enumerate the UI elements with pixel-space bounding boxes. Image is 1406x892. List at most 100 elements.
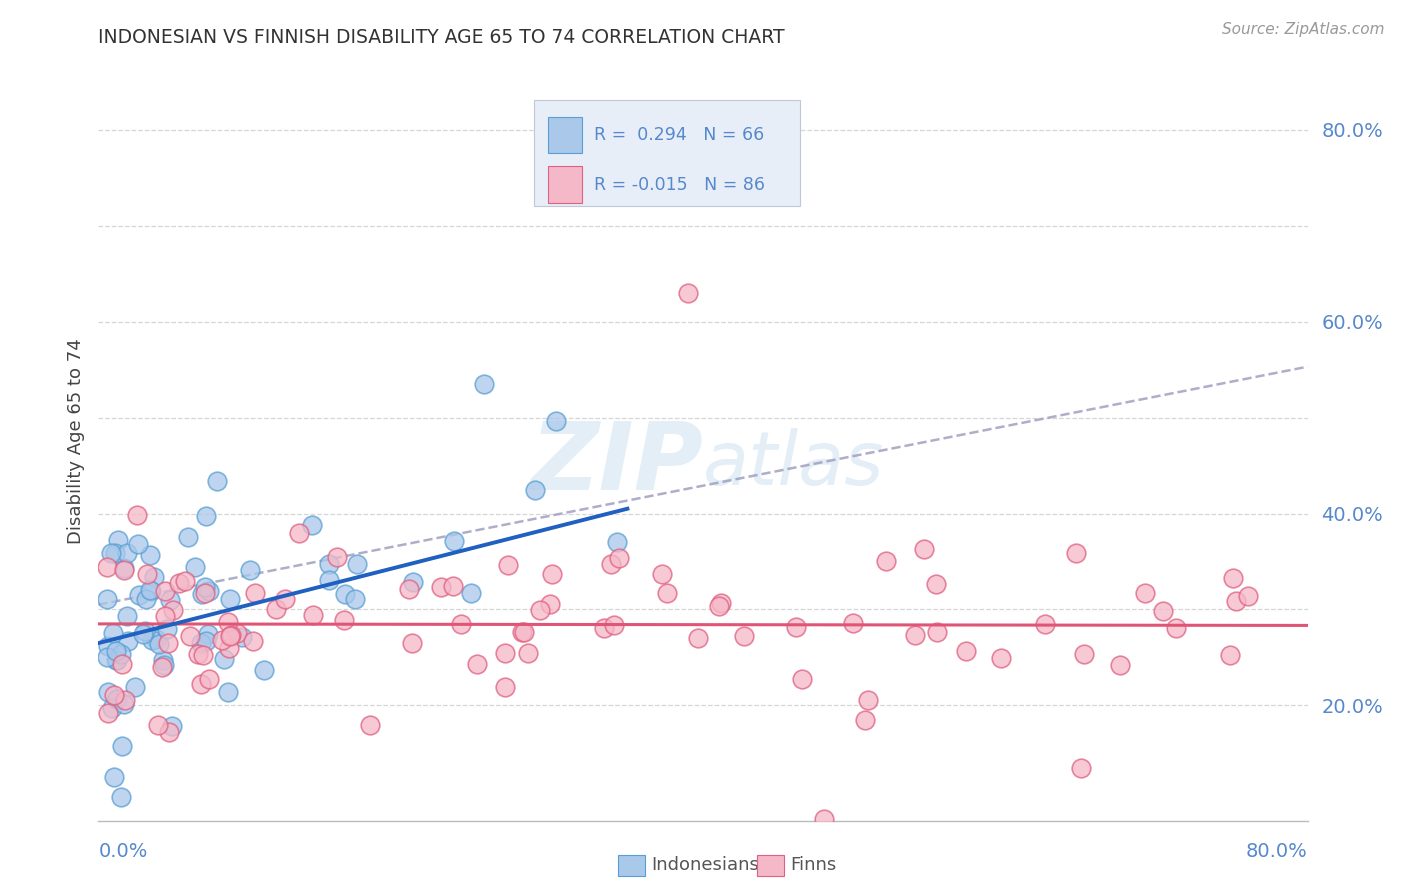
- Point: [609, 551, 631, 566]
- Point: [510, 624, 533, 639]
- Point: [156, 636, 179, 650]
- Point: [207, 475, 229, 489]
- Point: [242, 634, 264, 648]
- Point: [218, 629, 240, 643]
- Point: [198, 672, 221, 686]
- Point: [194, 508, 217, 523]
- Point: [450, 616, 472, 631]
- Y-axis label: Disability Age 65 to 74: Disability Age 65 to 74: [66, 339, 84, 544]
- FancyBboxPatch shape: [534, 101, 800, 207]
- Point: [162, 603, 184, 617]
- Point: [402, 574, 425, 589]
- Point: [101, 701, 124, 715]
- Text: R =  0.294   N = 66: R = 0.294 N = 66: [595, 127, 765, 145]
- Point: [904, 628, 927, 642]
- Text: Finns: Finns: [790, 856, 837, 874]
- Point: [97, 706, 120, 720]
- Point: [191, 648, 214, 663]
- Point: [97, 685, 120, 699]
- Point: [96, 649, 118, 664]
- Point: [841, 616, 863, 631]
- Point: [111, 739, 134, 754]
- Point: [187, 648, 209, 662]
- Point: [252, 663, 274, 677]
- Point: [955, 644, 977, 658]
- Point: [139, 583, 162, 598]
- Point: [593, 621, 616, 635]
- Point: [179, 629, 201, 643]
- Point: [603, 617, 626, 632]
- Point: [97, 639, 120, 653]
- Point: [114, 563, 136, 577]
- Point: [173, 574, 195, 589]
- Bar: [548, 117, 582, 153]
- Bar: [619, 855, 645, 876]
- Point: [128, 588, 150, 602]
- Point: [429, 580, 451, 594]
- Point: [524, 483, 547, 497]
- Point: [494, 680, 516, 694]
- Point: [231, 631, 253, 645]
- Point: [990, 650, 1012, 665]
- Point: [110, 647, 132, 661]
- Point: [197, 626, 219, 640]
- Point: [197, 584, 219, 599]
- Point: [191, 587, 214, 601]
- Point: [212, 652, 235, 666]
- Point: [112, 697, 135, 711]
- Point: [1152, 604, 1174, 618]
- Point: [1064, 546, 1087, 560]
- Point: [132, 627, 155, 641]
- Point: [1109, 658, 1132, 673]
- Point: [139, 548, 162, 562]
- Point: [443, 533, 465, 548]
- Point: [707, 599, 730, 613]
- Point: [112, 560, 135, 574]
- Point: [1225, 594, 1247, 608]
- Point: [326, 549, 349, 564]
- Point: [875, 554, 897, 568]
- Point: [343, 592, 366, 607]
- Point: [157, 725, 180, 739]
- Point: [1222, 571, 1244, 585]
- Point: [544, 413, 567, 427]
- Point: [160, 719, 183, 733]
- Text: Source: ZipAtlas.com: Source: ZipAtlas.com: [1222, 22, 1385, 37]
- Point: [114, 693, 136, 707]
- Point: [1033, 616, 1056, 631]
- Point: [96, 591, 118, 606]
- Point: [1219, 648, 1241, 662]
- Point: [226, 626, 249, 640]
- Point: [688, 631, 710, 645]
- Point: [115, 546, 138, 560]
- Point: [465, 657, 488, 672]
- Point: [288, 525, 311, 540]
- Point: [96, 559, 118, 574]
- Point: [134, 624, 156, 639]
- Point: [302, 608, 325, 623]
- Point: [217, 684, 239, 698]
- Point: [141, 632, 163, 647]
- Point: [145, 632, 167, 646]
- Point: [136, 567, 159, 582]
- Point: [733, 629, 755, 643]
- Point: [1237, 589, 1260, 603]
- Point: [156, 622, 179, 636]
- Point: [274, 592, 297, 607]
- Point: [600, 557, 623, 571]
- Point: [651, 567, 673, 582]
- Point: [194, 586, 217, 600]
- Point: [127, 537, 149, 551]
- Point: [101, 626, 124, 640]
- Point: [117, 633, 139, 648]
- Point: [785, 620, 807, 634]
- Point: [541, 566, 564, 581]
- Point: [655, 585, 678, 599]
- Point: [152, 659, 174, 673]
- Point: [264, 601, 287, 615]
- Point: [190, 677, 212, 691]
- Text: R = -0.015   N = 86: R = -0.015 N = 86: [595, 176, 765, 194]
- Text: Indonesians: Indonesians: [651, 856, 759, 874]
- Point: [105, 653, 128, 667]
- Point: [115, 609, 138, 624]
